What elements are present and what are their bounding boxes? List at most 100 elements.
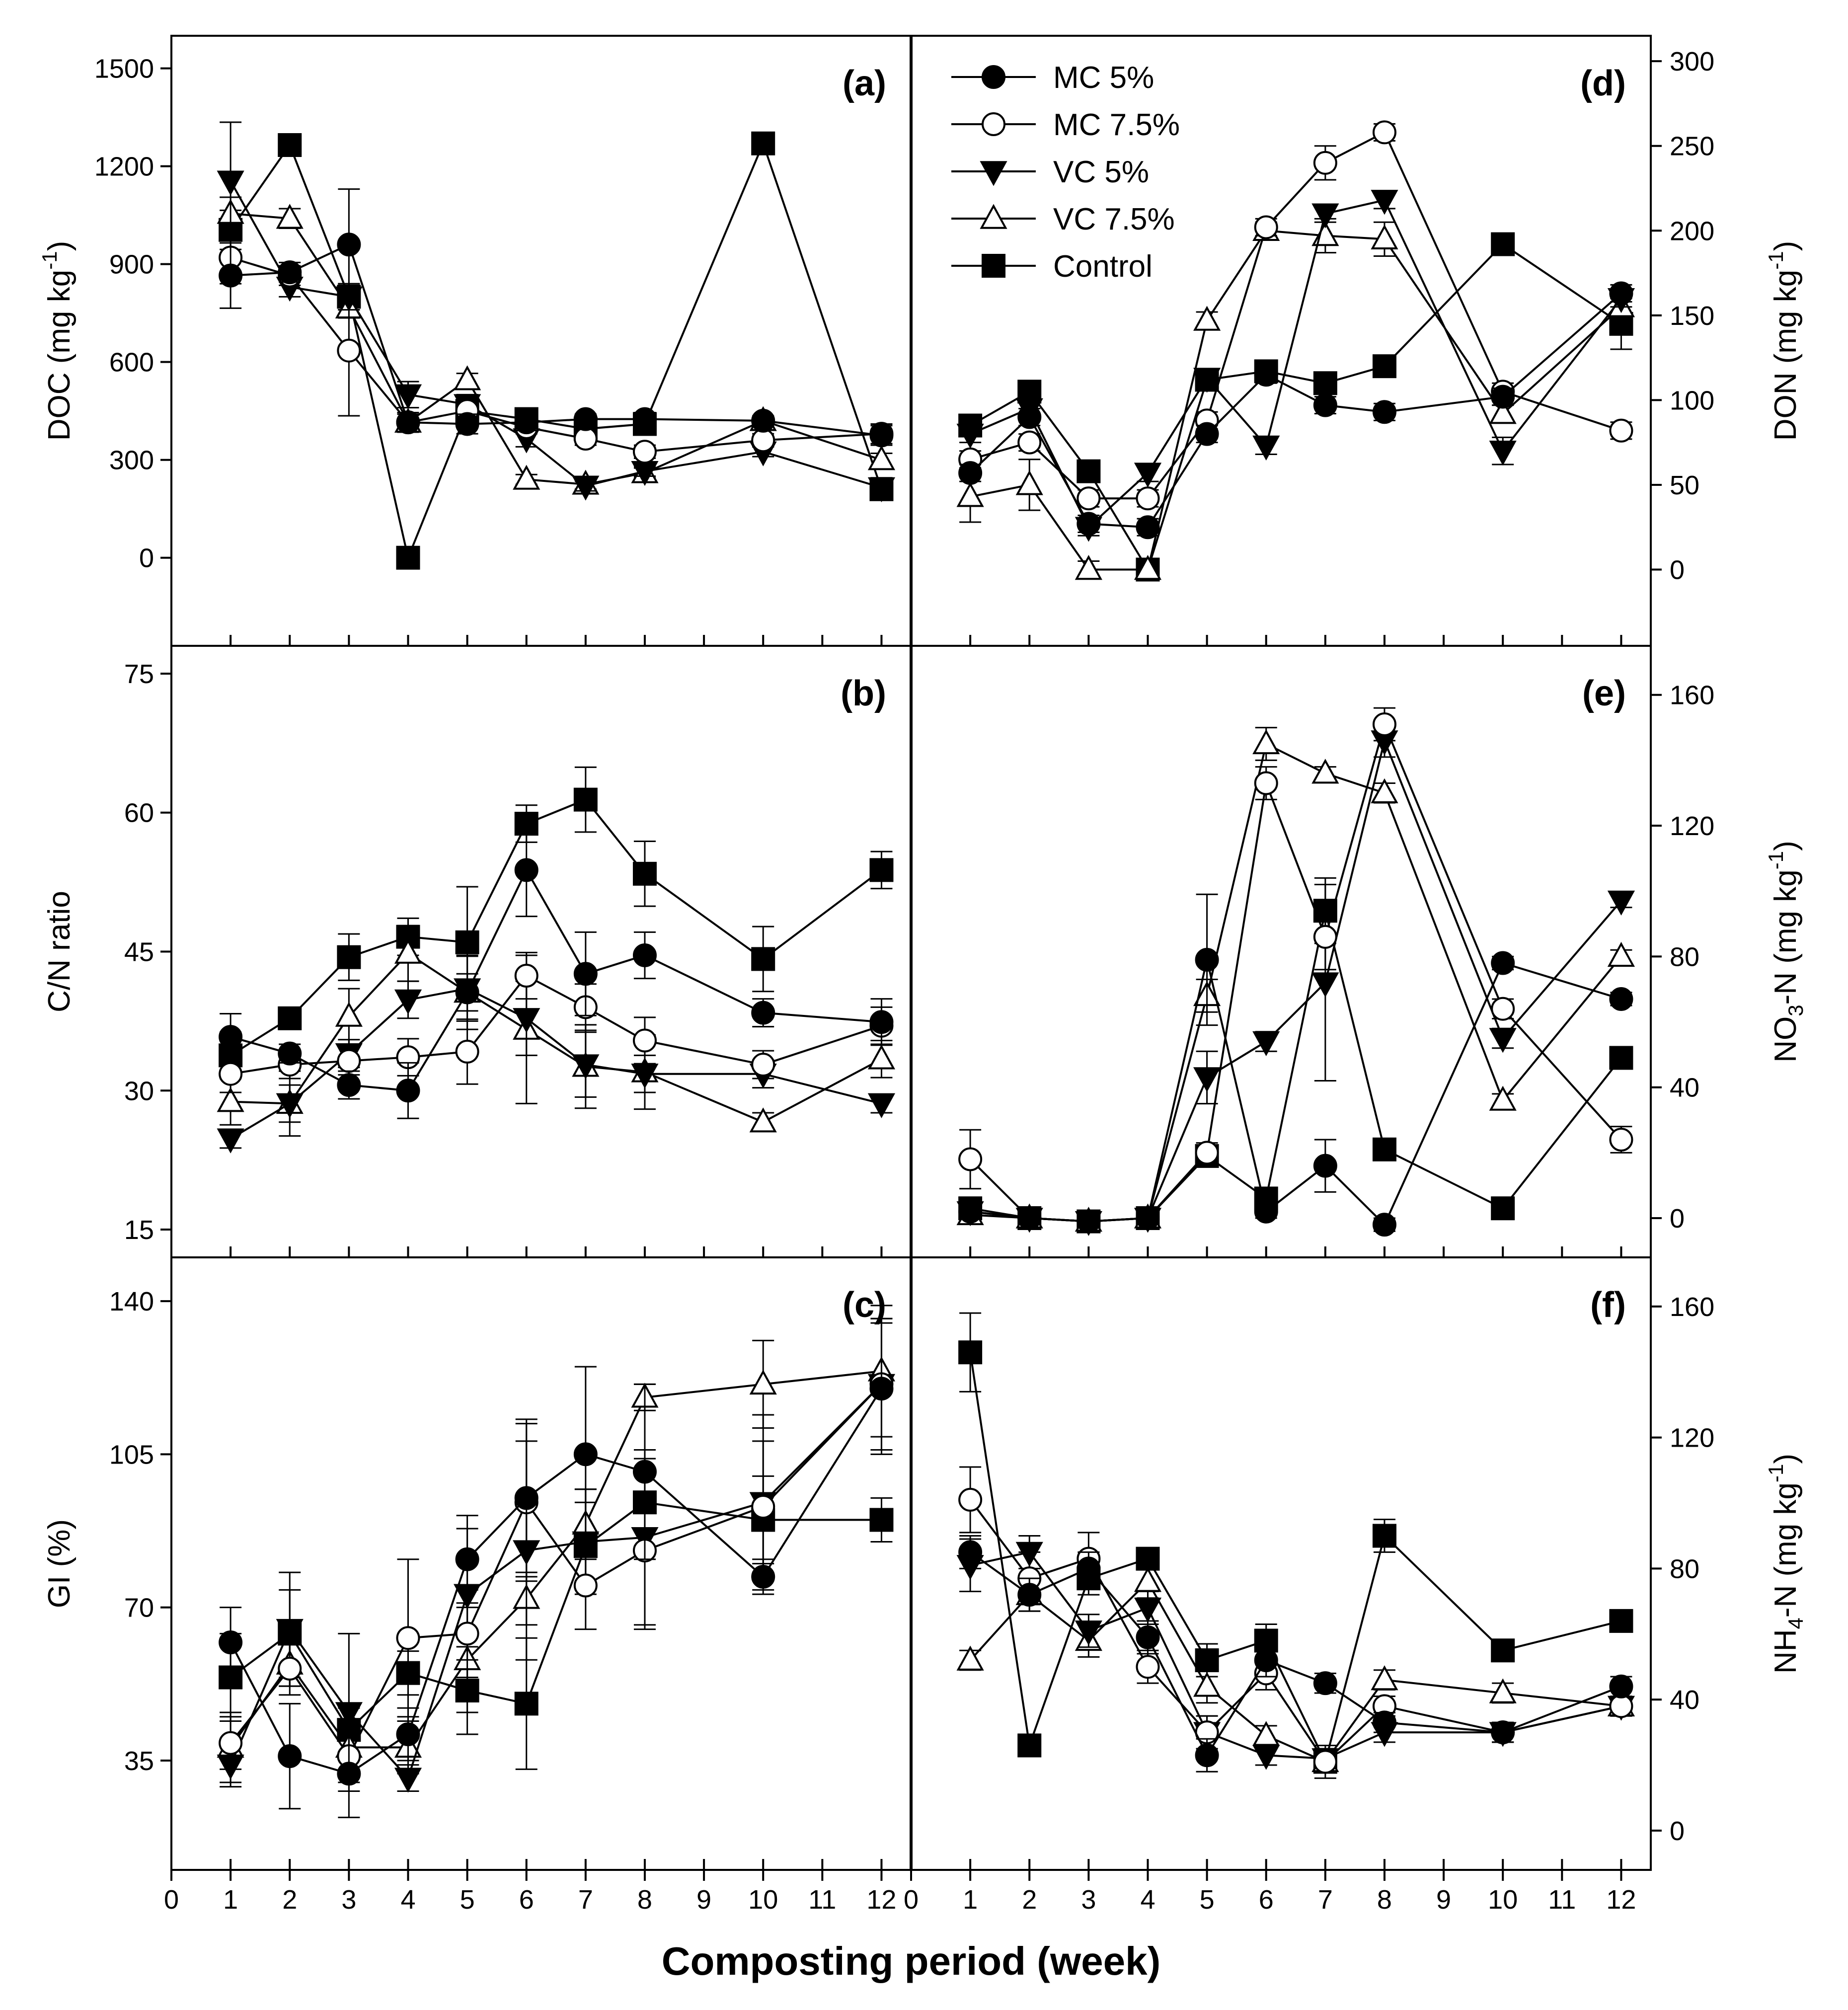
- series-d-mc-5-: [958, 281, 1633, 540]
- point-e-mc-7-5--8: [1491, 997, 1515, 1021]
- ylabel-d: DON (mg kg-1): [1764, 241, 1803, 441]
- point-a-control-8: [751, 131, 775, 155]
- ytick-label-c-2: 105: [109, 1440, 154, 1469]
- point-b-vc-5--7: [631, 1064, 659, 1089]
- point-b-control-2: [337, 945, 361, 969]
- ylabel-main-b: C/N ratio: [42, 891, 77, 1012]
- point-b-mc-7-5--0: [219, 1062, 243, 1086]
- panel-a: [217, 121, 896, 570]
- ylabel-b: C/N ratio: [42, 891, 77, 1012]
- point-b-vc-7-5--9: [867, 1044, 896, 1070]
- point-c-mc-5--1: [278, 1744, 302, 1769]
- xtick-label-c-4: 4: [400, 1885, 415, 1915]
- legend-label-control: Control: [1053, 249, 1153, 284]
- ytick-label-f-3: 120: [1670, 1423, 1714, 1453]
- point-d-mc-7-5--9: [1609, 418, 1633, 443]
- point-a-control-1: [278, 133, 302, 157]
- ytick-label-d-4: 200: [1670, 216, 1714, 246]
- line-a-mc-5-: [231, 243, 882, 437]
- xtick-label-f-3: 3: [1081, 1885, 1096, 1915]
- ytick-label-e-1: 40: [1670, 1073, 1699, 1103]
- line-d-vc-5-: [970, 199, 1622, 529]
- point-b-vc-5--5: [513, 1008, 540, 1033]
- point-f-mc-5--2: [1077, 1556, 1101, 1581]
- point-d-vc-5--3: [1134, 463, 1162, 488]
- point-f-mc-5--1: [1017, 1583, 1042, 1607]
- legend: MC 5% MC 7.5% VC 5% VC 7.5% Control: [951, 61, 1180, 284]
- point-d-vc-5--7: [1371, 190, 1398, 215]
- point-d-mc-5--8: [1491, 385, 1515, 409]
- point-e-mc-5--9: [1609, 987, 1633, 1011]
- panel-d: [956, 120, 1635, 582]
- ytick-label-f-1: 40: [1670, 1685, 1699, 1715]
- point-a-mc-5--2: [337, 232, 361, 257]
- point-a-mc-5--9: [869, 423, 894, 448]
- point-e-mc-5--1: [1017, 1206, 1042, 1231]
- line-e-mc-5-: [970, 959, 1622, 1227]
- point-e-vc-5--9: [1607, 890, 1635, 916]
- point-b-mc-5--6: [573, 962, 598, 986]
- xtick-label-c-7: 7: [578, 1885, 593, 1915]
- point-d-mc-7-5--6: [1313, 151, 1337, 175]
- point-c-mc-5--9: [869, 1377, 894, 1401]
- ylabel-sup-e: -1: [1764, 851, 1787, 869]
- point-e-vc-5--4: [1193, 1067, 1221, 1092]
- line-f-control: [969, 1352, 1621, 1765]
- line-c-control: [230, 1501, 882, 1732]
- line-b-control: [230, 798, 882, 1057]
- xtick-label-f-10: 10: [1488, 1885, 1518, 1915]
- point-b-control-9: [869, 858, 894, 882]
- point-d-vc-5--8: [1489, 441, 1517, 466]
- ytick-label-a-1: 300: [109, 446, 154, 475]
- ytick-label-f-0: 0: [1670, 1816, 1685, 1846]
- point-c-mc-5--5: [514, 1486, 539, 1510]
- point-a-vc-5--0: [217, 170, 244, 196]
- point-d-control-6: [1313, 371, 1337, 395]
- point-d-mc-5--4: [1195, 422, 1219, 446]
- ytick-label-f-4: 160: [1670, 1292, 1714, 1322]
- legend-marker-mc-5-: [982, 65, 1005, 89]
- point-a-vc-7-5--9: [867, 445, 896, 470]
- xtick-label-f-0: 0: [904, 1885, 919, 1915]
- point-b-mc-5--4: [455, 980, 479, 1005]
- point-f-mc-5--0: [958, 1540, 983, 1564]
- xtick-label-c-2: 2: [282, 1885, 297, 1915]
- series-a-mc-5-: [219, 188, 894, 448]
- point-e-mc-5--4: [1195, 947, 1219, 972]
- panel-e: [956, 707, 1635, 1237]
- point-b-vc-7-5--8: [749, 1107, 777, 1133]
- point-e-control-8: [1491, 1196, 1515, 1221]
- ytick-label-c-3: 140: [109, 1287, 154, 1316]
- point-d-vc-7-5--4: [1193, 306, 1221, 331]
- xtick-label-f-4: 4: [1140, 1885, 1155, 1915]
- point-e-mc-5--8: [1491, 951, 1515, 975]
- point-d-control-2: [1077, 459, 1101, 483]
- xtick-label-c-12: 12: [866, 1885, 896, 1915]
- point-a-mc-5--3: [396, 410, 420, 435]
- point-d-mc-5--2: [1077, 512, 1101, 536]
- point-d-vc-7-5--2: [1075, 555, 1102, 580]
- ytick-label-e-0: 0: [1670, 1204, 1685, 1234]
- point-d-vc-5--5: [1252, 435, 1280, 461]
- point-b-control-8: [751, 947, 775, 971]
- point-c-control-9: [869, 1508, 894, 1532]
- point-b-mc-7-5--7: [632, 1028, 657, 1053]
- xtick-label-c-11: 11: [808, 1885, 836, 1915]
- ytick-label-e-3: 120: [1670, 811, 1714, 841]
- series-b-mc-7-5-: [219, 951, 894, 1093]
- ytick-label-b-3: 60: [124, 798, 154, 828]
- point-d-mc-5--5: [1254, 363, 1278, 387]
- xtick-label-f-11: 11: [1548, 1885, 1576, 1915]
- point-f-control-0: [958, 1340, 983, 1365]
- point-b-control-7: [632, 861, 657, 886]
- point-f-vc-7-5--7: [1371, 1665, 1398, 1691]
- point-e-vc-5--6: [1311, 972, 1339, 998]
- point-d-control-8: [1491, 232, 1515, 256]
- ylabel-mid-e: -N (mg kg: [1769, 869, 1803, 1005]
- point-e-mc-5--5: [1254, 1199, 1278, 1224]
- point-c-mc-5--7: [632, 1460, 657, 1484]
- ylabel-end-f: ): [1769, 1454, 1803, 1464]
